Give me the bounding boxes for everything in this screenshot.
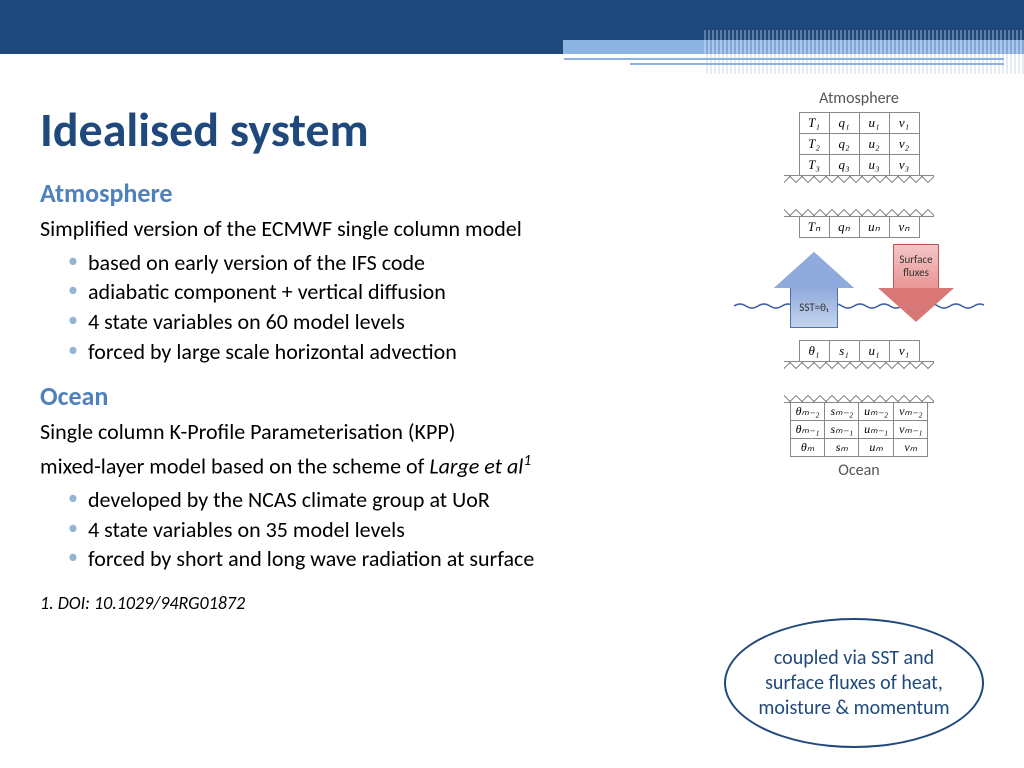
list-item: based on early version of the IFS code [68, 248, 680, 278]
sst-arrow-up-icon: SST=θ₁ [774, 252, 854, 332]
ocean-top-table: θ₁s₁u₁v₁ [799, 340, 920, 362]
ocean-bottom-table: θₘ₋₂sₘ₋₂uₘ₋₂vₘ₋₂ θₘ₋₁sₘ₋₁uₘ₋₁vₘ₋₁ θₘsₘuₘ… [790, 402, 929, 457]
list-item: developed by the NCAS climate group at U… [68, 485, 680, 515]
footnote: 1. DOI: 10.1029/94RG01872 [40, 592, 680, 614]
exchange-arrows: SST=θ₁ Surface fluxes [744, 244, 974, 334]
ocean-bullets: developed by the NCAS climate group at U… [68, 485, 680, 574]
arrow-down-label: Surface fluxes [893, 244, 939, 288]
diagram-ocean-label: Ocean [744, 461, 974, 480]
atmosphere-bullets: based on early version of the IFS code a… [68, 248, 680, 367]
slide-title: Idealised system [40, 100, 680, 159]
atmosphere-heading: Atmosphere [40, 177, 680, 209]
ocean-intro-2: mixed-layer model based on the scheme of… [40, 451, 680, 481]
ocean-intro-1: Single column K-Profile Parameterisation… [40, 418, 680, 447]
list-item: forced by short and long wave radiation … [68, 544, 680, 574]
list-item: forced by large scale horizontal advecti… [68, 337, 680, 367]
coupling-ellipse: coupled via SST and surface fluxes of he… [724, 618, 984, 748]
ocean-intro-2b: Large et al [429, 452, 523, 479]
header-lines [564, 58, 1004, 70]
list-item: adiabatic component + vertical diffusion [68, 277, 680, 307]
zigzag-icon [784, 361, 934, 371]
atmosphere-intro: Simplified version of the ECMWF single c… [40, 215, 680, 244]
ocean-intro-2a: mixed-layer model based on the scheme of [40, 452, 429, 479]
list-item: 4 state variables on 60 model levels [68, 307, 680, 337]
ocean-heading: Ocean [40, 380, 680, 412]
zigzag-icon [784, 393, 934, 403]
atmos-bottom-table: Tₙqₙuₙvₙ [799, 216, 920, 238]
ocean-intro-sup: 1 [523, 451, 531, 470]
ellipse-text: coupled via SST and surface fluxes of he… [754, 646, 954, 721]
atmos-top-table: T₁q₁u₁v₁ T₂q₂u₂v₂ T₃q₃u₃v₃ [799, 112, 920, 176]
coupling-diagram: Atmosphere T₁q₁u₁v₁ T₂q₂u₂v₂ T₃q₃u₃v₃ Tₙ… [744, 85, 974, 484]
zigzag-icon [784, 207, 934, 217]
content-column: Idealised system Atmosphere Simplified v… [40, 100, 680, 614]
zigzag-icon [784, 175, 934, 185]
arrow-up-label: SST=θ₁ [790, 288, 838, 328]
diagram-atmos-label: Atmosphere [744, 89, 974, 108]
list-item: 4 state variables on 35 model levels [68, 515, 680, 545]
flux-arrow-down-icon: Surface fluxes [878, 244, 954, 330]
